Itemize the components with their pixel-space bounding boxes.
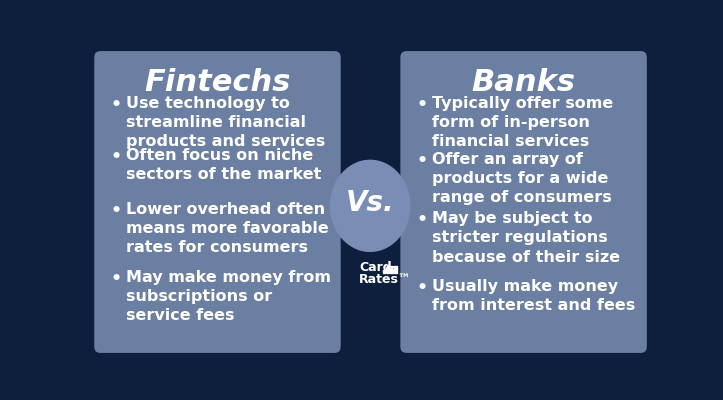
Text: Typically offer some
form of in-person
financial services: Typically offer some form of in-person f… xyxy=(432,96,613,149)
Text: •: • xyxy=(111,270,121,288)
Text: •: • xyxy=(416,279,428,297)
Text: Banks: Banks xyxy=(471,68,576,97)
Text: Vs.: Vs. xyxy=(346,189,395,217)
Text: Card: Card xyxy=(359,261,392,274)
Text: Rates™: Rates™ xyxy=(359,273,411,286)
Text: Often focus on niche
sectors of the market: Often focus on niche sectors of the mark… xyxy=(126,148,322,182)
Text: May be subject to
stricter regulations
because of their size: May be subject to stricter regulations b… xyxy=(432,211,620,265)
FancyBboxPatch shape xyxy=(401,51,647,353)
FancyBboxPatch shape xyxy=(94,51,341,353)
Text: Use technology to
streamline financial
products and services: Use technology to streamline financial p… xyxy=(126,96,325,149)
Text: •: • xyxy=(111,96,121,114)
Bar xyxy=(394,266,397,273)
Text: •: • xyxy=(111,202,121,220)
Text: May make money from
subscriptions or
service fees: May make money from subscriptions or ser… xyxy=(126,270,331,323)
Bar xyxy=(386,268,389,273)
Text: Fintechs: Fintechs xyxy=(145,68,291,97)
Text: •: • xyxy=(416,211,428,229)
Text: Lower overhead often
means more favorable
rates for consumers: Lower overhead often means more favorabl… xyxy=(126,202,329,256)
Ellipse shape xyxy=(330,160,411,252)
Text: •: • xyxy=(111,148,121,166)
Bar xyxy=(382,270,385,273)
Text: •: • xyxy=(416,152,428,170)
Text: Offer an array of
products for a wide
range of consumers: Offer an array of products for a wide ra… xyxy=(432,152,612,205)
Bar xyxy=(390,269,393,273)
Text: Usually make money
from interest and fees: Usually make money from interest and fee… xyxy=(432,279,636,313)
Text: •: • xyxy=(416,96,428,114)
